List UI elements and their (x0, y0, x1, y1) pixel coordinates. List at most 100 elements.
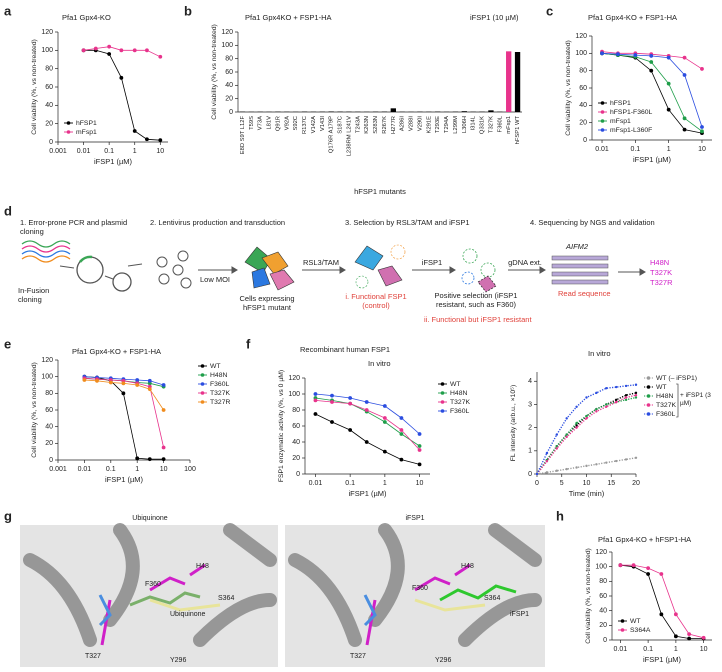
diagram-label: Positive selection (iFSP1 resistant, suc… (434, 291, 518, 309)
data-point (135, 456, 140, 461)
data-point (618, 563, 623, 568)
x-axis-label: iFSP1 (µM) (94, 157, 133, 166)
data-point (624, 384, 628, 388)
residue-label: F360 (412, 585, 428, 592)
legend-marker (200, 364, 205, 368)
x-tick-label: 0.01 (309, 480, 323, 487)
panel-letter: g (4, 508, 12, 523)
insert (79, 255, 93, 263)
legend-label: F360L (210, 381, 229, 388)
x-tick-label: I314L (471, 115, 477, 130)
x-tick-label: 100 (184, 466, 196, 473)
data-point (659, 612, 664, 617)
x-tick-label: 0.01 (77, 148, 91, 155)
y-tick-label: 100 (595, 564, 607, 571)
residue-label: S364 (218, 595, 234, 602)
data-point (565, 433, 568, 436)
data-point (93, 46, 98, 51)
x-tick-label: K263N (364, 116, 370, 134)
x-tick-label: T294A (444, 116, 450, 133)
x-tick-label: 0.01 (614, 646, 628, 653)
data-point (605, 403, 608, 406)
y-tick-label: 2 (528, 424, 532, 431)
data-point (575, 421, 578, 425)
x-tick-label: 1 (667, 146, 671, 153)
chart-title: Recombinant human FSP1 (300, 345, 390, 354)
y-tick-label: 80 (599, 578, 607, 585)
residue-label: Y296 (435, 657, 451, 664)
legend-marker (200, 391, 205, 395)
residue-label: H48 (196, 563, 209, 570)
bar (390, 108, 396, 112)
y-axis-label: Cell viability (%, vs non-treated) (31, 362, 38, 458)
x-tick-label: 0.001 (49, 466, 67, 473)
data-point (575, 466, 578, 469)
legend-marker (646, 385, 651, 389)
x-tick-label: 0.1 (104, 148, 114, 155)
step-title: 4. Sequencing by NGS and validation (530, 218, 655, 227)
data-point (364, 440, 369, 444)
data-point (646, 572, 651, 576)
data-point (399, 457, 404, 462)
x-tick-label: K291E (426, 116, 432, 134)
y-tick-label: 60 (225, 69, 233, 76)
data-point (95, 378, 99, 383)
y-tick-label: 40 (45, 424, 53, 431)
legend-marker (440, 400, 445, 404)
legend-marker (200, 373, 205, 377)
data-point (595, 407, 598, 411)
data-point (145, 137, 149, 142)
y-tick-label: 20 (292, 455, 300, 462)
data-point (555, 433, 558, 436)
data-point (595, 463, 598, 466)
series-line (536, 394, 637, 475)
panel-letter: f (246, 336, 251, 351)
data-point (158, 54, 163, 59)
x-tick-label: 0.1 (643, 646, 653, 653)
x-tick-label: 10 (416, 480, 424, 487)
ligand-label: Ubiquinone (170, 611, 206, 618)
data-point (330, 393, 334, 398)
x-tick-label: 5 (560, 480, 564, 487)
diagram-label: Read sequence (558, 289, 611, 298)
hit-label: T327K (650, 268, 673, 277)
arrows (198, 266, 646, 276)
y-tick-label: 3 (528, 401, 532, 408)
x-tick-label: S283N (373, 116, 379, 134)
data-point (585, 417, 588, 420)
residue-label: F360 (145, 581, 161, 588)
workflow-diagram: d (4, 203, 646, 293)
residue-labels: F360 H48 S364 Ubiquinone T327 Y296 F360 … (85, 563, 529, 664)
residue-label: Y296 (170, 657, 186, 664)
x-tick-label: hFSP1 WT (515, 116, 521, 145)
data-point (615, 400, 618, 404)
data-point (616, 52, 620, 57)
data-point (649, 60, 654, 64)
y-tick-label: 60 (45, 407, 53, 414)
legend-label: WT (450, 381, 461, 388)
chart-title: Pfa1 Gpx4-KO (62, 13, 111, 22)
data-point (666, 55, 671, 60)
legend-label: T327K (656, 402, 676, 409)
x-tick-label: 10 (160, 466, 168, 473)
data-point (682, 73, 687, 77)
legend-label: T327R (210, 399, 230, 406)
x-tick-label: 0.1 (630, 146, 640, 153)
data-point (600, 51, 604, 56)
y-tick-label: 100 (221, 42, 233, 49)
legend-label: H48N (656, 393, 673, 400)
y-tick-label: 0 (583, 137, 587, 144)
data-point (700, 67, 704, 71)
y-axis-label: Cell viability (%, vs non-treated) (31, 39, 38, 135)
chart-subtitle: In vitro (368, 359, 391, 368)
legend-label: WT (630, 618, 641, 625)
x-tick-label: L81V (267, 116, 273, 130)
y-tick-label: 120 (575, 33, 587, 40)
data-point (565, 435, 568, 439)
data-point (107, 44, 112, 49)
x-tick-label: E8D S9T L12F (240, 116, 246, 155)
legend-marker (600, 101, 605, 105)
y-tick-label: 4 (528, 378, 532, 385)
data-point (132, 48, 137, 53)
data-point (161, 383, 166, 387)
